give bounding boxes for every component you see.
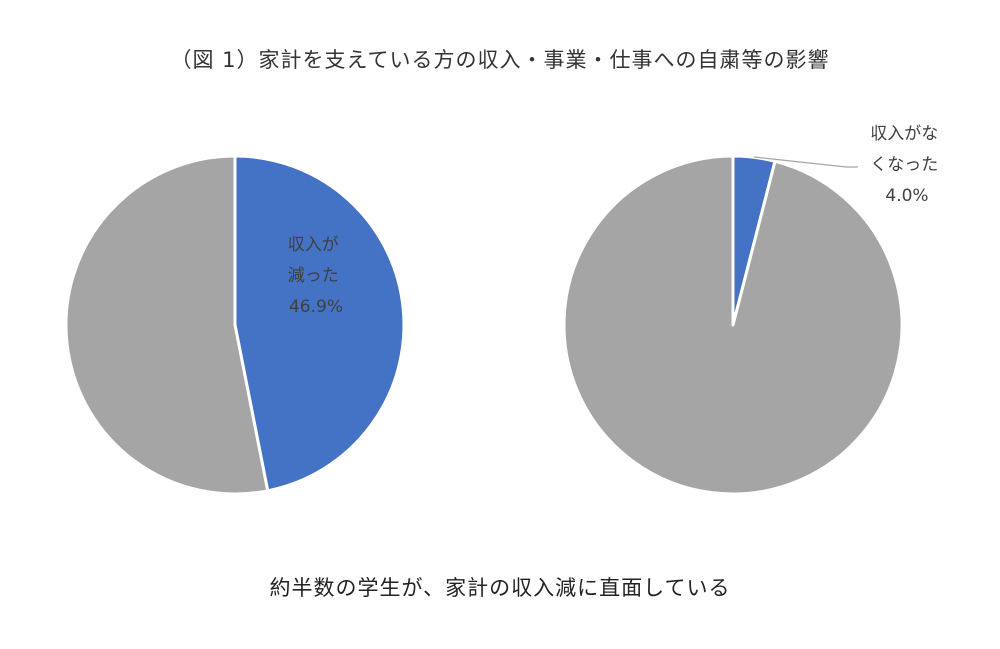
- pie-label-line: 収入が: [288, 235, 339, 255]
- pie-label-line: くなった: [870, 155, 938, 175]
- pie-label-value: 4.0%: [885, 186, 928, 206]
- pie-slices-income-lost: [562, 154, 904, 496]
- leader-line: [753, 156, 858, 168]
- pie-chart-income-lost: 収入がな くなった 4.0%: [562, 124, 943, 496]
- pie-slice-rest: [64, 154, 270, 496]
- pie-slice-highlight: [233, 154, 406, 493]
- pie-label-value: 46.9%: [289, 297, 343, 317]
- pie-label-income-lost: 収入がな くなった 4.0%: [870, 124, 943, 206]
- pie-label-line: 収入がな: [870, 124, 938, 144]
- pie-label-income-decreased: 収入が 減った 46.9%: [288, 235, 344, 317]
- pie-slices-income-decreased: [64, 154, 406, 496]
- pie-label-line: 減った: [288, 266, 339, 286]
- chart-caption: 約半数の学生が、家計の収入減に直面している: [269, 576, 731, 600]
- chart-title: （図 1）家計を支えている方の収入・事業・仕事への自粛等の影響: [170, 48, 830, 72]
- pie-slice-rest: [562, 154, 904, 496]
- pie-chart-income-decreased: 収入が 減った 46.9%: [64, 154, 406, 496]
